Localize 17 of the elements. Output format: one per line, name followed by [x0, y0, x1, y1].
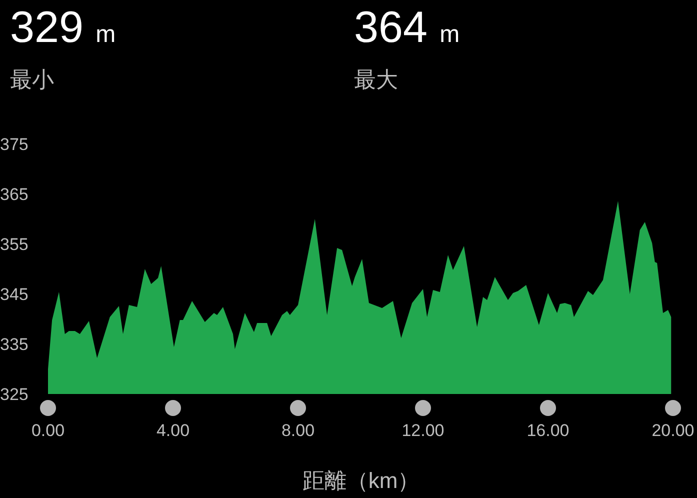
text: 329 m [10, 3, 116, 52]
text: 最小 [10, 66, 55, 94]
y-tick-label: 355 [0, 235, 28, 254]
x-tick-label: 16.00 [526, 421, 570, 440]
x-tick-label: 12.00 [402, 421, 444, 440]
text: 最大 [354, 66, 399, 94]
y-tick-label: 345 [0, 285, 28, 304]
x-tick-label: 0.00 [31, 421, 65, 440]
x-tick-label: 20.00 [652, 421, 694, 440]
x-axis-title: 距離（km） [301, 467, 421, 495]
y-tick-label: 325 [0, 385, 28, 404]
y-tick-label: 365 [0, 185, 28, 204]
y-tick-label: 335 [0, 335, 28, 354]
x-tick-label: 4.00 [156, 421, 190, 440]
x-tick-label: 8.00 [281, 421, 315, 440]
y-tick-label: 375 [0, 135, 28, 154]
text: 364 m [354, 3, 460, 52]
